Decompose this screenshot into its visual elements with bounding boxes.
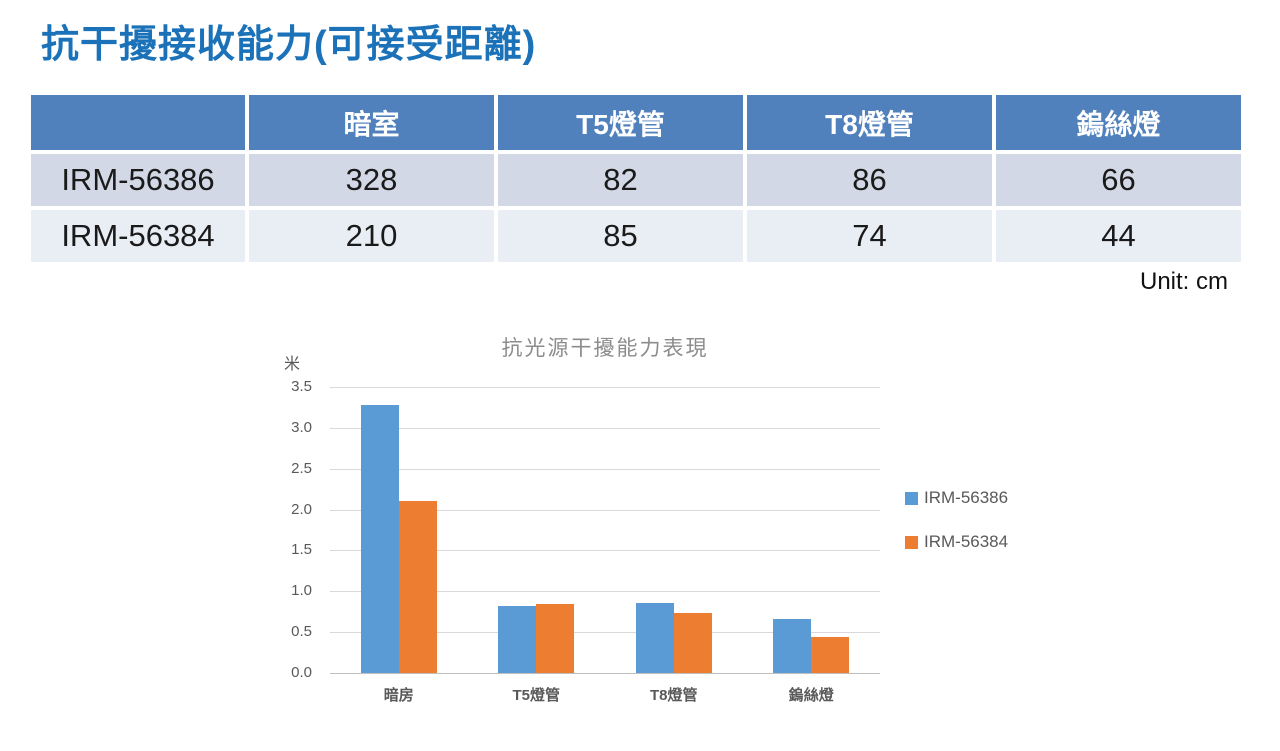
unit-label: Unit: cm: [1139, 268, 1228, 295]
table-header-t8: T8燈管: [747, 95, 992, 150]
y-axis-tick-label: 1.0: [291, 582, 312, 600]
table-header-darkroom: 暗室: [249, 95, 494, 150]
y-axis-tick-label: 0.0: [291, 664, 312, 681]
bar-IRM-56386-T5燈管: [498, 605, 537, 673]
interference-distance-table: 暗室 T5燈管 T8燈管 鎢絲燈 IRM-56386 328 82 86 66 …: [31, 95, 1241, 262]
chart-title: 抗光源干擾能力表現: [501, 337, 709, 360]
table-row-model: IRM-56386: [31, 154, 245, 206]
legend-label: IRM-56384: [924, 532, 1009, 551]
table-cell: 74: [747, 210, 992, 262]
y-gridline: [330, 468, 880, 470]
y-gridline: [330, 509, 880, 511]
legend-item-IRM-56386: IRM-56386: [905, 488, 1008, 508]
y-gridline: [330, 591, 880, 593]
bar-IRM-56386-T8燈管: [635, 602, 674, 673]
bar-IRM-56386-暗房: [360, 404, 399, 673]
table-cell: 82: [498, 154, 743, 206]
y-axis-tick-label: 1.5: [291, 541, 312, 559]
legend-label: IRM-56386: [924, 488, 1009, 507]
y-axis-tick-label: 3.0: [291, 418, 312, 436]
table-cell: 210: [249, 210, 494, 262]
y-gridline: [330, 632, 880, 634]
table-cell: 86: [747, 154, 992, 206]
table-header-tungsten: 鎢絲燈: [996, 95, 1241, 150]
table-row-model: IRM-56384: [31, 210, 245, 262]
table-header-t5: T5燈管: [498, 95, 743, 150]
table-cell: 66: [996, 154, 1241, 206]
table-cell: 85: [498, 210, 743, 262]
y-gridline: [330, 427, 880, 429]
bar-IRM-56384-T5燈管: [536, 603, 575, 673]
bar-IRM-56386-鎢絲燈: [773, 619, 812, 673]
table-cell: 328: [249, 154, 494, 206]
legend-item-IRM-56384: IRM-56384: [905, 532, 1008, 552]
y-axis-tick-label: 2.5: [291, 459, 312, 477]
y-axis-unit-label: 米: [284, 356, 301, 373]
bar-IRM-56384-鎢絲燈: [811, 637, 850, 673]
x-axis-category-label: 鎢絲燈: [788, 687, 834, 704]
y-axis-tick-label: 3.5: [291, 378, 312, 395]
x-axis-category-label: 暗房: [383, 687, 414, 704]
legend-swatch-IRM-56386: [905, 491, 918, 505]
y-axis-tick-label: 0.5: [291, 623, 312, 641]
table-cell: 44: [996, 210, 1241, 262]
bar-IRM-56384-T8燈管: [673, 612, 712, 673]
y-axis-tick-label: 2.0: [291, 500, 312, 518]
y-gridline: [330, 550, 880, 552]
page-title: 抗干擾接收能力(可接受距離): [41, 24, 537, 66]
y-gridline: [330, 673, 880, 674]
x-axis-category-label: T5燈管: [512, 687, 560, 704]
x-axis-category-label: T8燈管: [649, 687, 698, 704]
table-header-blank: [31, 95, 245, 150]
bar-IRM-56384-暗房: [398, 501, 437, 673]
y-gridline: [330, 387, 880, 388]
legend-swatch-IRM-56384: [905, 535, 918, 549]
bar-chart: 抗光源干擾能力表現 米 0.0 0.5 1.0 1.5 2.0 2.5 3.0 3.5 暗房 T5…: [0, 330, 1280, 730]
